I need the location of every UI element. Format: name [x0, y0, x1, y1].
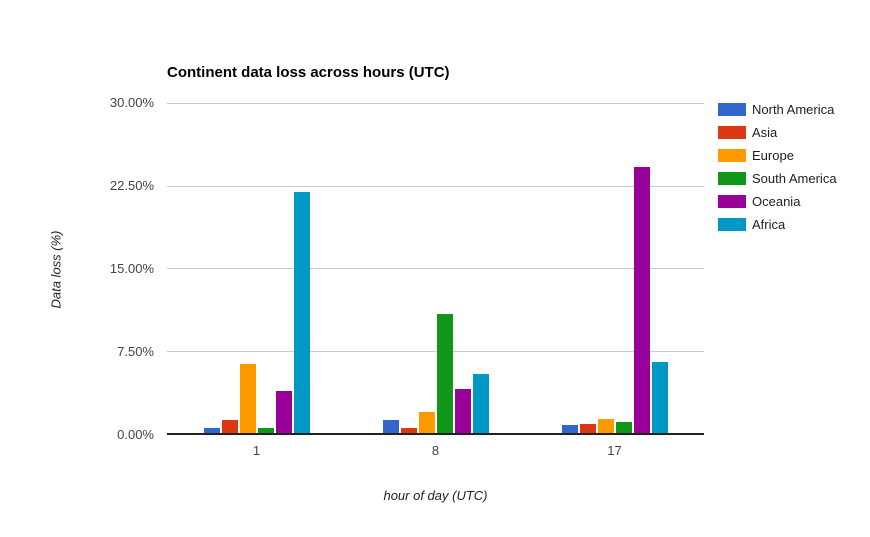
legend-swatch-icon [718, 172, 746, 185]
bar-group-hour-17 [525, 103, 704, 433]
bar-group-hour-8 [346, 103, 525, 433]
bar-oceania-hour-8[interactable] [454, 389, 471, 433]
bar-africa-hour-8[interactable] [472, 373, 489, 433]
legend-swatch-icon [718, 149, 746, 162]
bar-groups-row [167, 103, 704, 433]
bar-europe-hour-1[interactable] [239, 363, 256, 433]
bar-africa-hour-1[interactable] [293, 192, 310, 433]
y-axis-tick-labels: 30.00% 22.50% 15.00% 7.50% 0.00% [92, 95, 154, 442]
bar-group-hour-1 [167, 103, 346, 433]
y-axis-title: Data loss (%) [36, 103, 76, 435]
legend-item-oceania: Oceania [718, 195, 837, 208]
x-tick-label-8: 8 [431, 443, 440, 458]
legend-swatch-icon [718, 218, 746, 231]
bar-south-america-hour-8[interactable] [436, 314, 453, 433]
bar-oceania-hour-1[interactable] [275, 391, 292, 433]
y-tick-label-15.00%: 15.00% [109, 261, 154, 276]
legend-label: Asia [752, 125, 778, 140]
gridline-7.50% [167, 350, 704, 352]
bar-africa-hour-17[interactable] [651, 361, 668, 433]
plot-area [167, 103, 704, 435]
gridline-22.50% [167, 185, 704, 187]
legend-label: North America [752, 102, 835, 117]
bar-north-america-hour-1[interactable] [203, 427, 220, 433]
chart-title: Continent data loss across hours (UTC) [167, 64, 450, 81]
legend-item-asia: Asia [718, 126, 837, 139]
gridline-30.00% [167, 103, 704, 104]
bar-asia-hour-17[interactable] [579, 424, 596, 433]
x-axis-title: hour of day (UTC) [383, 488, 488, 503]
x-tick-label-17: 17 [607, 443, 622, 458]
gridline-15.00% [167, 268, 704, 269]
bar-europe-hour-17[interactable] [597, 418, 614, 433]
legend: North America Asia Europe South America Ocea… [718, 103, 837, 241]
y-axis-title-text: Data loss (%) [48, 229, 64, 309]
legend-label: Africa [752, 217, 786, 232]
bar-south-america-hour-17[interactable] [615, 422, 632, 433]
bar-south-america-hour-1[interactable] [257, 427, 274, 433]
y-tick-label-0.00%: 0.00% [117, 427, 154, 442]
legend-swatch-icon [718, 195, 746, 208]
bar-oceania-hour-17[interactable] [633, 166, 650, 433]
x-tick-label-1: 1 [252, 443, 261, 458]
legend-item-africa: Africa [718, 218, 837, 231]
legend-swatch-icon [718, 126, 746, 139]
legend-item-south-america: South America [718, 172, 837, 185]
bar-north-america-hour-8[interactable] [382, 419, 399, 433]
legend-label: South America [752, 171, 837, 186]
bar-asia-hour-8[interactable] [400, 427, 417, 433]
x-axis-tick-labels: 1 8 17 [167, 443, 704, 458]
bar-asia-hour-1[interactable] [221, 419, 238, 433]
bar-north-america-hour-17[interactable] [561, 425, 578, 433]
bar-europe-hour-8[interactable] [418, 412, 435, 433]
y-tick-label-7.50%: 7.50% [117, 344, 154, 359]
y-tick-label-22.50%: 22.50% [109, 178, 154, 193]
legend-item-north-america: North America [718, 103, 837, 116]
legend-swatch-icon [718, 103, 746, 116]
y-tick-label-30.00%: 30.00% [109, 95, 154, 110]
legend-label: Oceania [752, 194, 801, 209]
legend-label: Europe [752, 148, 794, 163]
legend-item-europe: Europe [718, 149, 837, 162]
